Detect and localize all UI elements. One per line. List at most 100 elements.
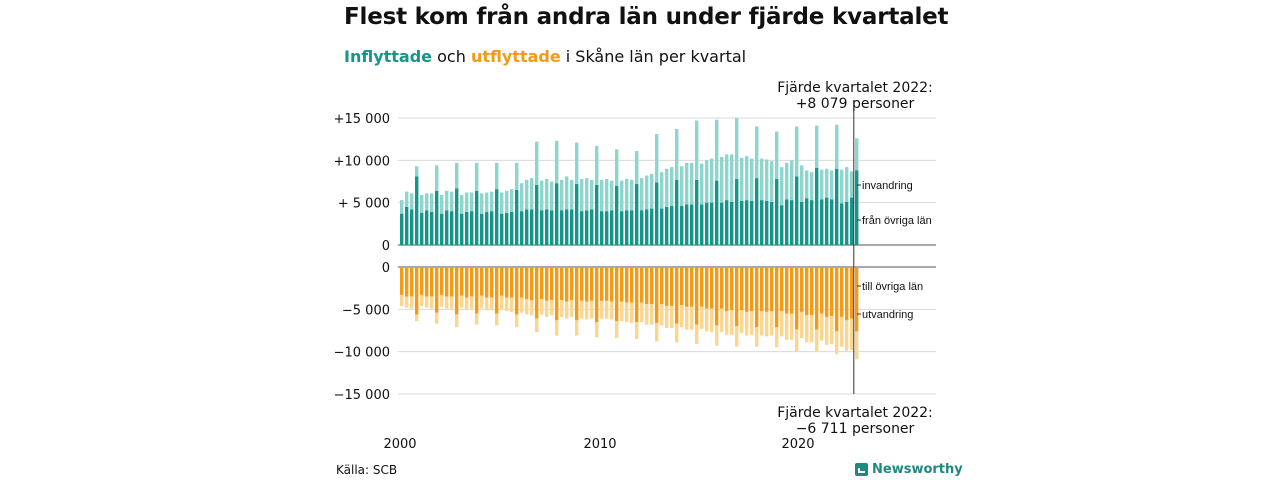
bar-to-other-counties bbox=[480, 267, 484, 296]
bar-emigration bbox=[715, 325, 719, 346]
bar-immigration bbox=[620, 180, 624, 212]
bar-emigration bbox=[855, 331, 859, 360]
bar-to-other-counties bbox=[795, 267, 799, 330]
bar-immigration bbox=[470, 192, 474, 212]
bar-immigration bbox=[550, 181, 554, 211]
bar-immigration bbox=[585, 178, 589, 211]
bar-from-other-counties bbox=[745, 200, 749, 245]
bar-immigration bbox=[625, 178, 629, 211]
bar-immigration bbox=[440, 195, 444, 214]
bar-to-other-counties bbox=[435, 267, 439, 313]
bar-to-other-counties bbox=[465, 267, 469, 298]
bar-emigration bbox=[655, 322, 659, 342]
bar-immigration bbox=[515, 162, 519, 190]
bar-immigration bbox=[535, 141, 539, 185]
bar-immigration bbox=[655, 134, 659, 183]
bar-to-other-counties bbox=[750, 267, 754, 312]
bottom-ytick-label: −15 000 bbox=[334, 388, 390, 403]
callout-bottom-line1: Fjärde kvartalet 2022: bbox=[777, 405, 933, 421]
bar-from-other-counties bbox=[410, 209, 414, 245]
bars bbox=[400, 118, 859, 360]
bar-to-other-counties bbox=[725, 267, 729, 312]
bar-immigration bbox=[765, 159, 769, 201]
bar-emigration bbox=[720, 308, 724, 333]
bar-immigration bbox=[740, 157, 744, 201]
bar-from-other-counties bbox=[560, 210, 564, 245]
bar-emigration bbox=[800, 311, 804, 339]
bar-emigration bbox=[525, 299, 529, 315]
bar-emigration bbox=[645, 304, 649, 325]
bar-from-other-counties bbox=[435, 190, 439, 245]
bar-to-other-counties bbox=[780, 267, 784, 312]
bar-immigration bbox=[695, 120, 699, 180]
bar-emigration bbox=[555, 320, 559, 336]
bar-to-other-counties bbox=[590, 267, 594, 301]
bar-emigration bbox=[415, 314, 419, 322]
bar-from-other-counties bbox=[760, 200, 764, 245]
bar-emigration bbox=[770, 311, 774, 336]
bar-emigration bbox=[660, 304, 664, 326]
bar-to-other-counties bbox=[595, 267, 599, 323]
bar-immigration bbox=[510, 189, 514, 212]
bar-from-other-counties bbox=[425, 210, 429, 245]
bar-to-other-counties bbox=[540, 267, 544, 300]
bar-to-other-counties bbox=[505, 267, 509, 298]
bar-emigration bbox=[640, 302, 644, 323]
bar-from-other-counties bbox=[610, 210, 614, 245]
bar-from-other-counties bbox=[680, 206, 684, 245]
bar-from-other-counties bbox=[480, 213, 484, 245]
bar-from-other-counties bbox=[715, 180, 719, 245]
bar-from-other-counties bbox=[420, 212, 424, 245]
bar-emigration bbox=[510, 297, 514, 312]
bar-to-other-counties bbox=[675, 267, 679, 324]
bar-emigration bbox=[675, 323, 679, 343]
bar-emigration bbox=[790, 313, 794, 340]
bar-from-other-counties bbox=[655, 182, 659, 245]
labels: +15 000 +10 000 + 5 000 0 0 −5 000 −10 000 −15 … bbox=[334, 112, 932, 452]
x-tick-label: 2020 bbox=[781, 437, 814, 452]
bar-emigration bbox=[805, 315, 809, 343]
bar-immigration bbox=[780, 167, 784, 206]
bar-immigration bbox=[820, 169, 824, 200]
bar-from-other-counties bbox=[775, 178, 779, 245]
bar-to-other-counties bbox=[760, 267, 764, 312]
brand-logo[interactable]: Newsworthy bbox=[855, 462, 963, 477]
bar-emigration bbox=[595, 322, 599, 338]
bar-from-other-counties bbox=[510, 211, 514, 245]
bar-from-other-counties bbox=[585, 210, 589, 245]
bar-to-other-counties bbox=[800, 267, 804, 312]
bar-immigration bbox=[745, 156, 749, 201]
bar-to-other-counties bbox=[735, 267, 739, 327]
callout-bottom-line2: −6 711 personer bbox=[795, 421, 915, 437]
bar-from-other-counties bbox=[675, 179, 679, 245]
bar-immigration bbox=[605, 178, 609, 212]
bar-from-other-counties bbox=[700, 204, 704, 245]
bar-immigration bbox=[670, 167, 674, 207]
bar-immigration bbox=[770, 161, 774, 202]
bar-immigration bbox=[660, 172, 664, 209]
bar-emigration bbox=[540, 299, 544, 315]
bar-from-other-counties bbox=[735, 178, 739, 245]
subtitle-och: och bbox=[432, 47, 471, 66]
bar-from-other-counties bbox=[650, 208, 654, 245]
bar-from-other-counties bbox=[805, 198, 809, 245]
bar-to-other-counties bbox=[745, 267, 749, 312]
bar-immigration bbox=[690, 162, 694, 205]
bar-immigration bbox=[700, 163, 704, 205]
bar-to-other-counties bbox=[610, 267, 614, 302]
bar-immigration bbox=[460, 195, 464, 214]
bar-immigration bbox=[680, 166, 684, 207]
bar-emigration bbox=[835, 331, 839, 355]
bar-emigration bbox=[685, 306, 689, 330]
bar-to-other-counties bbox=[490, 267, 494, 298]
bar-emigration bbox=[820, 313, 824, 341]
bar-to-other-counties bbox=[700, 267, 704, 307]
bar-to-other-counties bbox=[415, 267, 419, 315]
bar-to-other-counties bbox=[840, 267, 844, 317]
bar-immigration bbox=[805, 170, 809, 199]
bar-emigration bbox=[470, 296, 474, 310]
bar-immigration bbox=[775, 131, 779, 179]
bar-from-other-counties bbox=[525, 209, 529, 245]
bar-emigration bbox=[450, 296, 454, 310]
bar-immigration bbox=[400, 200, 404, 214]
